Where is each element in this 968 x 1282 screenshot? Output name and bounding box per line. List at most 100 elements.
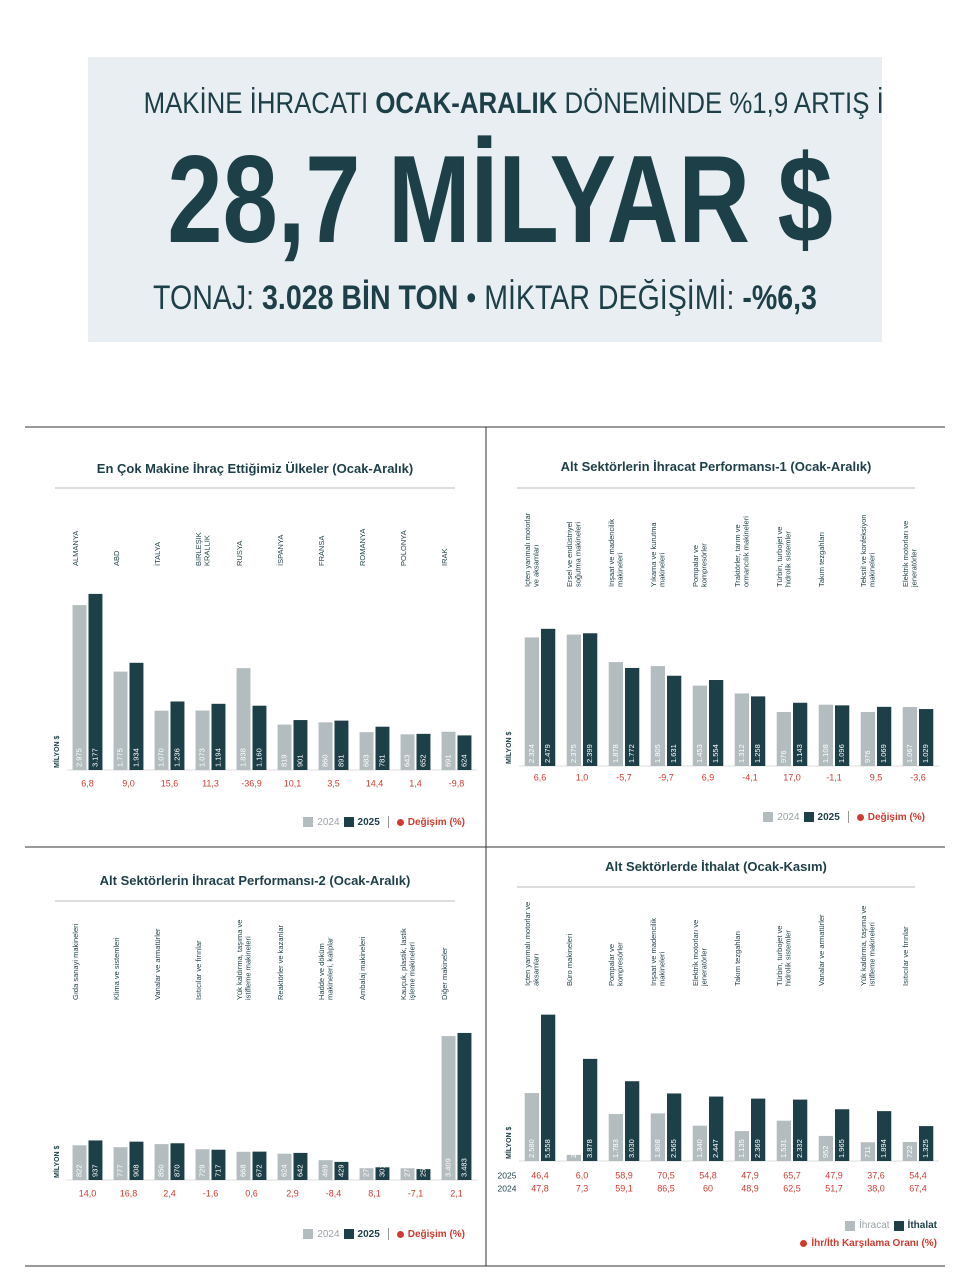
ratio-label: 37,6 — [867, 1170, 885, 1180]
category-label: ALMANYA — [71, 530, 80, 566]
category-label: Büro makineleri — [565, 933, 574, 986]
category-label: Ambalaj makineleri — [358, 936, 367, 1000]
bar — [457, 735, 472, 770]
chart: Alt Sektörlerde İthalat (Ocak-Kasım) MİLY… — [498, 859, 939, 1193]
change-label: 11,3 — [202, 778, 219, 788]
value-label: 1.073 — [198, 748, 207, 767]
change-label: 17,0 — [783, 772, 801, 782]
category-label: BİRLEŞİK KRALLIK — [194, 532, 212, 566]
category-label: Tekstil ve konfeksiyon makineleri — [859, 514, 877, 587]
ratio-label: 58,9 — [615, 1170, 633, 1180]
category-label: ABD — [112, 550, 121, 566]
bar — [776, 711, 791, 766]
category-label: Klima ve sistemleri — [112, 937, 121, 1000]
change-label: -9,7 — [658, 772, 674, 782]
change-label: -7,1 — [408, 1188, 424, 1198]
category-label: Elektrik motorları ve jeneratörler — [901, 520, 919, 587]
value-label: 643 — [403, 754, 412, 767]
ratio-label: 7,3 — [576, 1183, 589, 1193]
y-axis-label: MİLYON $ — [505, 731, 513, 764]
change-label: -1,6 — [203, 1188, 219, 1198]
value-label: 2.580 — [527, 1139, 536, 1158]
value-label: 2.332 — [795, 1139, 804, 1158]
value-label: 976 — [863, 750, 872, 763]
ratio-label: 38,0 — [867, 1183, 885, 1193]
value-label: 722 — [905, 1145, 914, 1158]
legend: İhracat İthalat — [844, 1220, 937, 1231]
bar — [751, 696, 766, 766]
y-axis-label: MİLYON $ — [53, 735, 61, 768]
ratio-label: 47,9 — [741, 1170, 759, 1180]
bar — [566, 1154, 581, 1161]
value-label: 624 — [459, 754, 468, 767]
y-axis-label: MİLYON $ — [53, 1145, 61, 1178]
ratio-row-label: 2024 — [498, 1183, 517, 1193]
chart: Alt Sektörlerin İhracat Performansı-2 (O… — [53, 873, 477, 1198]
category-label: Pompalar ve kompresörler — [691, 543, 709, 587]
value-label: 233 — [569, 1145, 578, 1158]
legend-label: 2025 — [817, 811, 840, 823]
legend-label: Değişim (%) — [407, 816, 465, 828]
bar — [524, 637, 539, 766]
legend-swatch — [303, 1229, 314, 1239]
value-label: 908 — [131, 1164, 140, 1177]
bar — [170, 1143, 185, 1180]
value-label: 1.894 — [879, 1139, 888, 1158]
header-line: TONAJ: 3.028 BİN TON • MİKTAR DEĞİŞİMİ: … — [152, 279, 819, 318]
bar — [860, 1142, 875, 1161]
value-label: 1.554 — [711, 744, 720, 763]
bar — [524, 1093, 539, 1161]
change-label: -5,7 — [616, 772, 632, 782]
category-label: Reaktörler ve kazanlar — [276, 924, 285, 1000]
bar — [835, 705, 850, 766]
value-label: 819 — [280, 754, 289, 767]
value-label: 469 — [321, 1164, 330, 1177]
bar — [818, 1135, 833, 1161]
value-label: 1.029 — [921, 744, 930, 763]
value-label: 1.340 — [695, 1139, 704, 1158]
bar — [902, 1141, 917, 1161]
text: 3.028 BİN TON — [262, 279, 459, 317]
legend-label: 2025 — [357, 1228, 380, 1240]
bar — [734, 1131, 749, 1161]
category-label: Diğer makineler — [440, 947, 449, 1000]
change-label: 14,4 — [366, 778, 384, 788]
value-label: 2.324 — [527, 744, 536, 763]
value-label: 258 — [418, 1164, 427, 1177]
bar — [154, 1144, 169, 1180]
bar — [293, 1152, 308, 1180]
bar — [541, 1014, 556, 1161]
change-label: 6,8 — [81, 778, 94, 788]
value-label: 1.808 — [653, 1139, 662, 1158]
ratio-label: 60 — [703, 1183, 713, 1193]
bar — [236, 1151, 251, 1180]
value-label: 711 — [863, 1146, 872, 1158]
value-label: 976 — [779, 750, 788, 763]
bar — [877, 1111, 892, 1161]
value-label: 1.096 — [837, 744, 846, 763]
change-label: 1,4 — [409, 778, 422, 788]
category-label: İSPANYA — [276, 534, 285, 566]
ratio-label: 47,8 — [531, 1183, 549, 1193]
header-line: MAKİNE İHRACATI OCAK-ARALIK DÖNEMİNDE %1… — [144, 87, 882, 121]
legend-swatch — [343, 1229, 354, 1239]
bar — [400, 734, 415, 770]
category-label: RUSYA — [235, 540, 244, 566]
bar — [919, 1126, 934, 1161]
value-label: 278 — [403, 1164, 412, 1177]
legend: 2024 2025 Değişim (%) — [303, 816, 465, 828]
bar — [441, 1036, 456, 1180]
ratio-label: 67,4 — [909, 1183, 927, 1193]
change-label: 14,0 — [79, 1188, 97, 1198]
bar — [667, 1093, 682, 1161]
chart-panel: Alt Sektörlerin İhracat Performansı-2 (O… — [25, 848, 485, 1265]
bar — [692, 685, 707, 766]
value-label: 1.965 — [837, 1139, 846, 1158]
legend-label: İthalat — [907, 1220, 937, 1231]
bar — [277, 1153, 292, 1180]
value-label: 1.312 — [737, 744, 746, 763]
value-label: 642 — [295, 1164, 304, 1177]
change-label: -4,1 — [742, 772, 758, 782]
value-label: 672 — [254, 1164, 263, 1177]
ratio-label: 70,5 — [657, 1170, 675, 1180]
